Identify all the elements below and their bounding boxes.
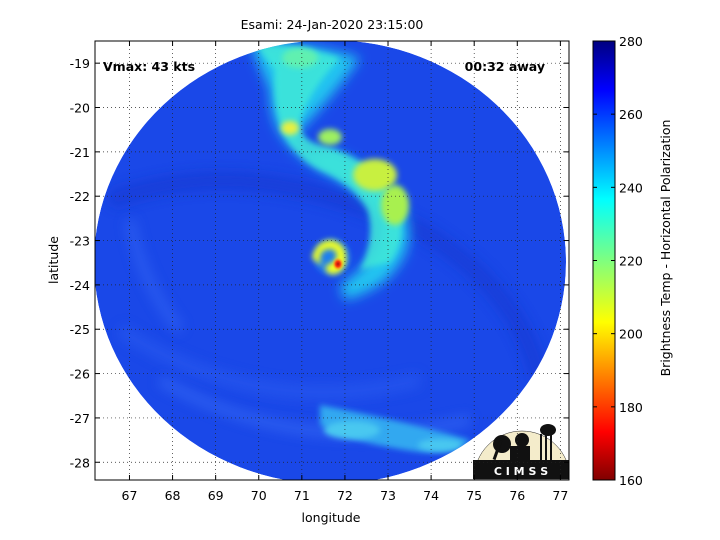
colorbar-tick-label: 220: [619, 254, 643, 269]
colorbar-tick-label: 240: [619, 180, 643, 195]
logo-text: C I M S S: [494, 465, 548, 478]
x-tick-label: 70: [251, 488, 267, 503]
colorbar-tick-label: 280: [619, 34, 643, 49]
axes-frame: [94, 40, 570, 481]
y-tick-label: -28: [70, 455, 90, 470]
colorbar-tick-label: 180: [619, 400, 643, 415]
x-tick-label: 67: [122, 488, 138, 503]
x-tick-label: 69: [208, 488, 224, 503]
y-tick-label: -24: [70, 278, 90, 293]
y-axis-ticks: -19 -20 -21 -22 -23 -24 -25 -26 -27 -28: [70, 56, 569, 470]
microwave-swath: [95, 41, 566, 480]
y-axis-label: latitude: [46, 236, 61, 284]
x-tick-label: 74: [423, 488, 439, 503]
time-away-label: 00:32 away: [465, 59, 545, 74]
y-tick-label: -22: [70, 189, 90, 204]
colorbar-label: Brightness Temp - Horizontal Polarizatio…: [658, 120, 673, 377]
colorbar-tick-label: 200: [619, 327, 643, 342]
storm-eyewall: [312, 239, 350, 275]
y-tick-label: -27: [70, 411, 90, 426]
y-tick-label: -20: [70, 101, 90, 116]
x-tick-label: 76: [509, 488, 525, 503]
cimss-logo: C I M S S: [473, 424, 569, 480]
colorbar-tick-label: 160: [619, 473, 643, 488]
x-tick-label: 71: [294, 488, 310, 503]
colorbar: 280 260 240 220 200 180 160 Brightness Temp - …: [592, 34, 673, 488]
y-tick-label: -19: [70, 56, 90, 71]
x-tick-label: 77: [552, 488, 568, 503]
x-tick-label: 73: [380, 488, 396, 503]
x-axis-label: longitude: [302, 510, 361, 525]
y-tick-label: -21: [70, 145, 90, 160]
y-tick-label: -25: [70, 322, 90, 337]
y-tick-label: -23: [70, 234, 90, 249]
southern-band: [320, 405, 470, 453]
plot-area: C I M S S 67 68 69 70 71 72 73 74 75 76 77 -19-20-…: [70, 40, 570, 503]
x-tick-label: 68: [165, 488, 181, 503]
vmax-label: Vmax: 43 kts: [103, 59, 195, 74]
colorbar-tick-label: 260: [619, 107, 643, 122]
figure-title: Esami: 24-Jan-2020 23:15:00: [241, 17, 424, 32]
grid-lines: [95, 41, 569, 480]
x-tick-label: 75: [466, 488, 482, 503]
x-axis-ticks: 67 68 69 70 71 72 73 74 75 76 77: [122, 41, 568, 503]
x-tick-label: 72: [337, 488, 353, 503]
y-tick-label: -26: [70, 367, 90, 382]
colorbar-ticks: 280 260 240 220 200 180 160: [593, 34, 643, 488]
